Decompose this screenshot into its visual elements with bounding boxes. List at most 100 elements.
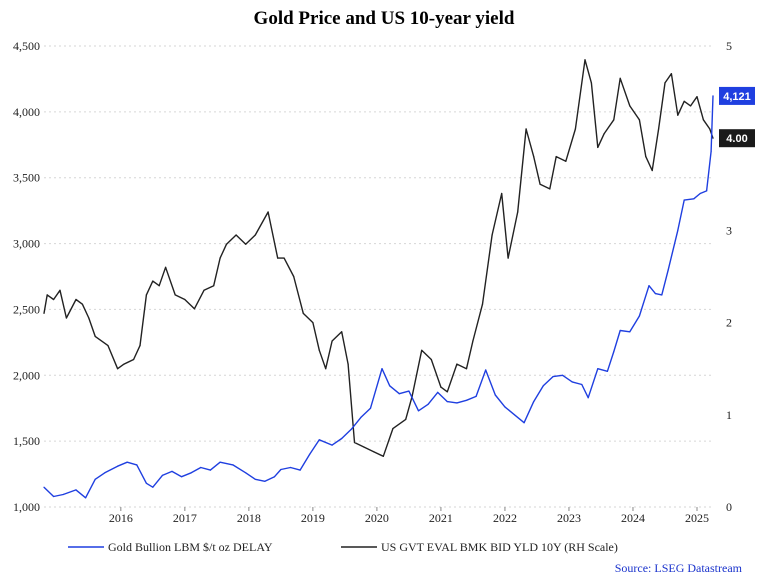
gold-point	[693, 198, 695, 200]
left-tick-label: 1,000	[13, 500, 40, 514]
yield-point	[712, 137, 714, 139]
gold-point	[145, 482, 147, 484]
gold-point	[62, 493, 64, 496]
chart-title: Gold Price and US 10-year yield	[254, 8, 515, 29]
yield-point	[658, 128, 660, 130]
yield-point	[603, 133, 605, 135]
yield-point	[347, 363, 349, 365]
yield-point	[325, 368, 327, 370]
yield-point	[213, 285, 215, 287]
gold-point	[43, 486, 45, 488]
yield-point	[59, 289, 61, 291]
yield-point	[145, 294, 147, 296]
yield-point	[430, 358, 432, 361]
gold-point	[446, 401, 448, 403]
gold-point	[513, 414, 516, 416]
gold-point	[53, 495, 55, 498]
yield-point	[456, 363, 458, 365]
gold-price-line	[43, 95, 714, 499]
yield-point	[53, 298, 55, 301]
x-tick-label: 2025	[685, 511, 709, 525]
yield-point	[318, 349, 320, 351]
yield-point	[690, 105, 692, 107]
gold-point	[427, 403, 429, 405]
series-gold	[43, 95, 714, 499]
gold-point	[126, 461, 128, 463]
yield-point	[283, 257, 285, 259]
gold-point	[542, 385, 544, 387]
gold-point	[94, 478, 96, 480]
right-tick-label: 1	[726, 408, 732, 422]
yield-point	[353, 441, 356, 444]
gold-point	[117, 465, 119, 467]
x-axis: 2016 2017 2018 2019 2020 2021 2022 2023 2024 2025	[109, 507, 709, 525]
gold-point	[232, 464, 234, 466]
yield-point	[245, 243, 247, 245]
legend-label-gold: Gold Bullion LBM $/t oz DELAY	[108, 540, 273, 554]
right-tick-label: 3	[726, 223, 732, 237]
yield-point	[651, 169, 653, 172]
gold-point	[200, 466, 202, 469]
gold-point	[161, 474, 163, 476]
series-yield	[43, 59, 714, 457]
yield-point	[373, 451, 375, 453]
yield-point	[363, 446, 365, 448]
gold-point	[456, 402, 458, 404]
yield-point	[267, 211, 269, 213]
left-tick-label: 2,500	[13, 302, 40, 316]
yield-point	[293, 275, 295, 278]
yield-point	[392, 428, 394, 430]
gold-point	[638, 315, 641, 317]
yield-point	[629, 105, 631, 107]
gold-point	[485, 369, 487, 371]
gold-last-value-tag	[719, 86, 755, 105]
gold-point	[417, 410, 420, 412]
gold-point	[597, 368, 599, 370]
yield-point	[117, 368, 119, 370]
series-layer	[43, 59, 714, 499]
yield-point	[517, 211, 519, 213]
gold-point	[245, 472, 247, 474]
gold-point	[533, 401, 535, 403]
gold-point	[606, 370, 609, 372]
gold-point	[369, 407, 372, 409]
yield-point	[507, 257, 509, 259]
yield-point	[590, 82, 593, 84]
yield-point	[645, 156, 647, 158]
x-tick-label: 2021	[429, 511, 453, 525]
gold-point	[289, 466, 292, 469]
gold-point	[389, 385, 391, 387]
x-tick-label: 2023	[557, 511, 581, 525]
yield-point	[88, 317, 90, 319]
gold-point	[437, 391, 439, 393]
yield-point	[525, 128, 527, 130]
yield-point	[225, 243, 228, 245]
right-tick-label: 5	[726, 39, 732, 53]
gold-point	[619, 329, 621, 332]
left-tick-label: 2,000	[13, 368, 40, 382]
x-tick-label: 2019	[301, 511, 325, 525]
gold-last-value-label: 4,121	[723, 91, 751, 103]
yield-point	[139, 345, 141, 347]
left-tick-label: 4,000	[13, 105, 40, 119]
gold-point	[699, 192, 701, 195]
yield-point	[638, 119, 641, 121]
yield-point	[107, 345, 109, 347]
yield-point	[203, 289, 205, 291]
yield-point	[533, 156, 535, 158]
yield-point	[302, 312, 304, 314]
gold-point	[712, 95, 714, 97]
gold-point	[181, 476, 183, 478]
gold-point	[209, 469, 211, 471]
yield-point	[539, 183, 541, 185]
gold-point	[504, 406, 506, 408]
source-note: Source: LSEG Datastream	[615, 561, 743, 575]
yield-point	[664, 82, 666, 84]
yield-point	[405, 418, 407, 420]
gold-point	[104, 472, 106, 474]
yield-point	[597, 146, 599, 148]
yield-point	[165, 266, 167, 268]
gold-point	[667, 269, 669, 271]
last-value-tags: 4,121 4.00	[719, 86, 755, 148]
